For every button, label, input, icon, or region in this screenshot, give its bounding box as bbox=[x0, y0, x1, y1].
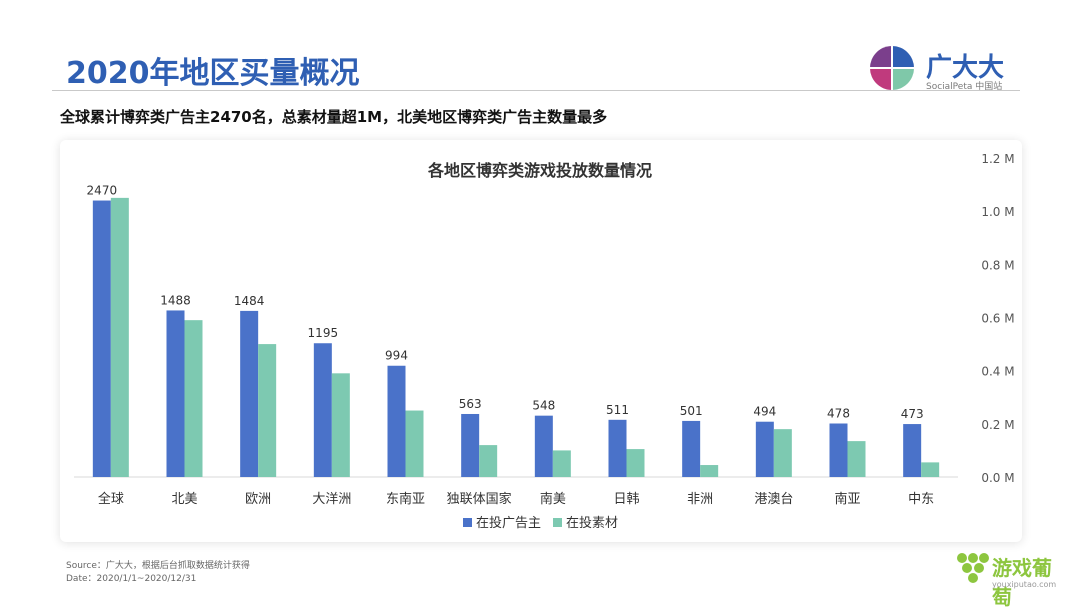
chart-card: 各地区博弈类游戏投放数量情况 0.0 M 0.2 M 0.4 M 0.6 M 0.8 M 1… bbox=[60, 140, 1022, 542]
legend-swatch-creatives bbox=[553, 518, 562, 527]
data-label: 1484 bbox=[234, 294, 265, 308]
data-label: 563 bbox=[459, 397, 482, 411]
bar-creatives bbox=[626, 449, 645, 477]
watermark-url: youxiputao.com bbox=[992, 580, 1057, 589]
legend-label-creatives: 在投素材 bbox=[566, 515, 618, 531]
x-tick-label: 东南亚 bbox=[386, 491, 425, 507]
data-label: 994 bbox=[385, 349, 408, 363]
y-right-tick-label: 0.8 M bbox=[981, 258, 1014, 272]
bar-creatives bbox=[773, 429, 792, 477]
bar-chart: 各地区博弈类游戏投放数量情况 0.0 M 0.2 M 0.4 M 0.6 M 0.8 M 1… bbox=[74, 152, 1015, 531]
data-label: 494 bbox=[753, 405, 776, 419]
y-right-tick-label: 1.2 M bbox=[981, 152, 1014, 166]
bar-creatives bbox=[552, 450, 571, 477]
y-right-tick-label: 0.6 M bbox=[981, 312, 1014, 326]
bar-advertisers bbox=[755, 421, 774, 477]
x-tick-label: 大洋洲 bbox=[312, 492, 351, 507]
data-label: 478 bbox=[827, 406, 850, 420]
x-tick-label: 港澳台 bbox=[754, 491, 793, 507]
x-tick-label: 独联体国家 bbox=[447, 491, 512, 507]
bar-creatives bbox=[258, 344, 277, 477]
data-label: 1195 bbox=[308, 326, 339, 340]
bar-advertisers bbox=[534, 415, 553, 477]
y-right-tick-label: 0.0 M bbox=[981, 471, 1014, 485]
bar-advertisers bbox=[166, 310, 185, 477]
bar-advertisers bbox=[903, 424, 922, 477]
source-note: Source：广大大，根据后台抓取数据统计获得 bbox=[66, 561, 250, 571]
bar-creatives bbox=[331, 373, 350, 477]
bar-advertisers bbox=[829, 423, 848, 477]
data-label: 548 bbox=[532, 399, 555, 413]
bar-creatives bbox=[847, 441, 866, 477]
data-label: 511 bbox=[606, 403, 629, 417]
x-tick-label: 南美 bbox=[540, 491, 566, 507]
data-label: 501 bbox=[680, 404, 703, 418]
logo-name: 广大大 bbox=[926, 53, 1005, 83]
watermark-name: 游戏葡萄 bbox=[992, 556, 1052, 609]
x-tick-label: 全球 bbox=[98, 491, 124, 507]
data-label: 2470 bbox=[87, 184, 118, 198]
y-right-tick-label: 0.4 M bbox=[981, 365, 1014, 379]
legend-label-advertisers: 在投广告主 bbox=[476, 515, 541, 531]
x-tick-label: 欧洲 bbox=[245, 492, 271, 507]
bar-advertisers bbox=[313, 343, 332, 477]
guangdada-logo: 广大大 SocialPeta 中国站 bbox=[868, 44, 1018, 92]
bar-creatives bbox=[110, 197, 129, 477]
bar-creatives bbox=[479, 445, 498, 477]
x-tick-label: 非洲 bbox=[687, 492, 713, 507]
data-label: 1488 bbox=[160, 293, 191, 307]
x-tick-label: 北美 bbox=[171, 492, 197, 507]
guangdada-logo-icon bbox=[870, 46, 914, 90]
bar-advertisers bbox=[461, 413, 480, 477]
bar-creatives bbox=[921, 462, 940, 477]
bar-creatives bbox=[700, 465, 719, 477]
x-tick-label: 中东 bbox=[908, 492, 934, 507]
bar-creatives bbox=[184, 320, 203, 477]
slide-subtitle: 全球累计博弈类广告主2470名，总素材量超1M，北美地区博弈类广告主数量最多 bbox=[60, 108, 608, 126]
data-label: 473 bbox=[901, 407, 924, 421]
youxiputao-watermark: 游戏葡萄 youxiputao.com bbox=[954, 548, 1064, 609]
bar-advertisers bbox=[608, 419, 627, 477]
legend-swatch-advertisers bbox=[463, 518, 472, 527]
y-right-tick-label: 1.0 M bbox=[981, 205, 1014, 219]
bar-advertisers bbox=[92, 200, 111, 477]
bar-advertisers bbox=[240, 310, 259, 477]
y-right-tick-label: 0.2 M bbox=[981, 418, 1014, 432]
logo-subtitle: SocialPeta 中国站 bbox=[926, 82, 1003, 92]
page-title: 2020年地区买量概况 bbox=[66, 56, 360, 91]
grape-icon bbox=[957, 553, 989, 583]
x-tick-label: 日韩 bbox=[613, 492, 639, 507]
date-note: Date：2020/1/1~2020/12/31 bbox=[66, 574, 197, 584]
bar-advertisers bbox=[682, 420, 701, 477]
bar-advertisers bbox=[387, 365, 406, 477]
chart-title: 各地区博弈类游戏投放数量情况 bbox=[427, 161, 652, 180]
x-tick-label: 南亚 bbox=[834, 491, 860, 507]
title-divider bbox=[52, 90, 1020, 91]
bar-creatives bbox=[405, 410, 424, 477]
